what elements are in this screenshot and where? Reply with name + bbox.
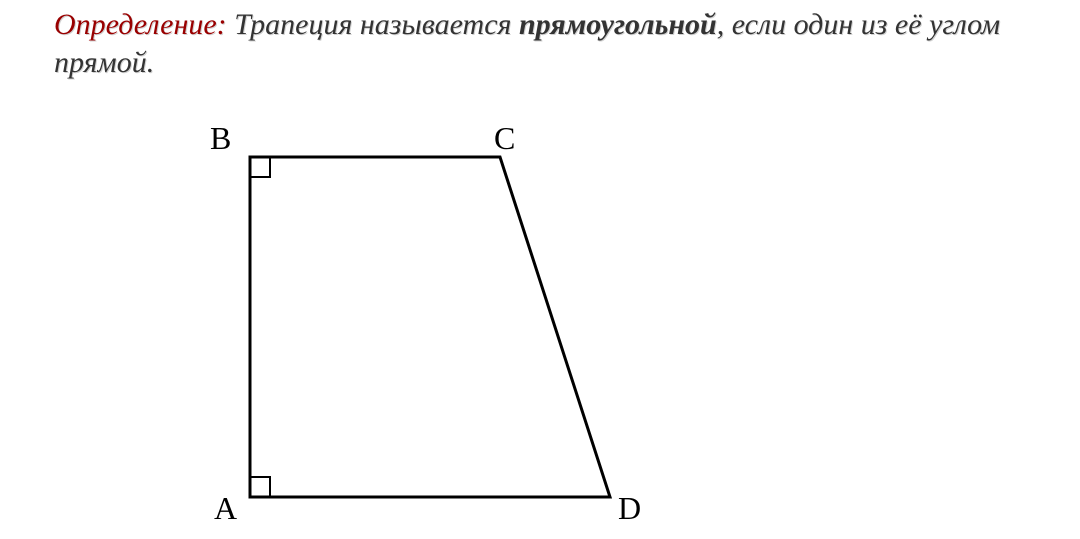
trapezoid-polygon: [250, 157, 610, 497]
vertex-label-b: B: [210, 120, 231, 157]
right-angle-marker-b: [250, 157, 270, 177]
vertex-label-d: D: [618, 490, 641, 527]
vertex-label-a: A: [214, 490, 237, 527]
trapezoid-shape: [250, 157, 610, 497]
vertex-label-c: C: [494, 120, 515, 157]
right-angle-marker-a: [250, 477, 270, 497]
trapezoid-diagram: [0, 0, 1080, 539]
